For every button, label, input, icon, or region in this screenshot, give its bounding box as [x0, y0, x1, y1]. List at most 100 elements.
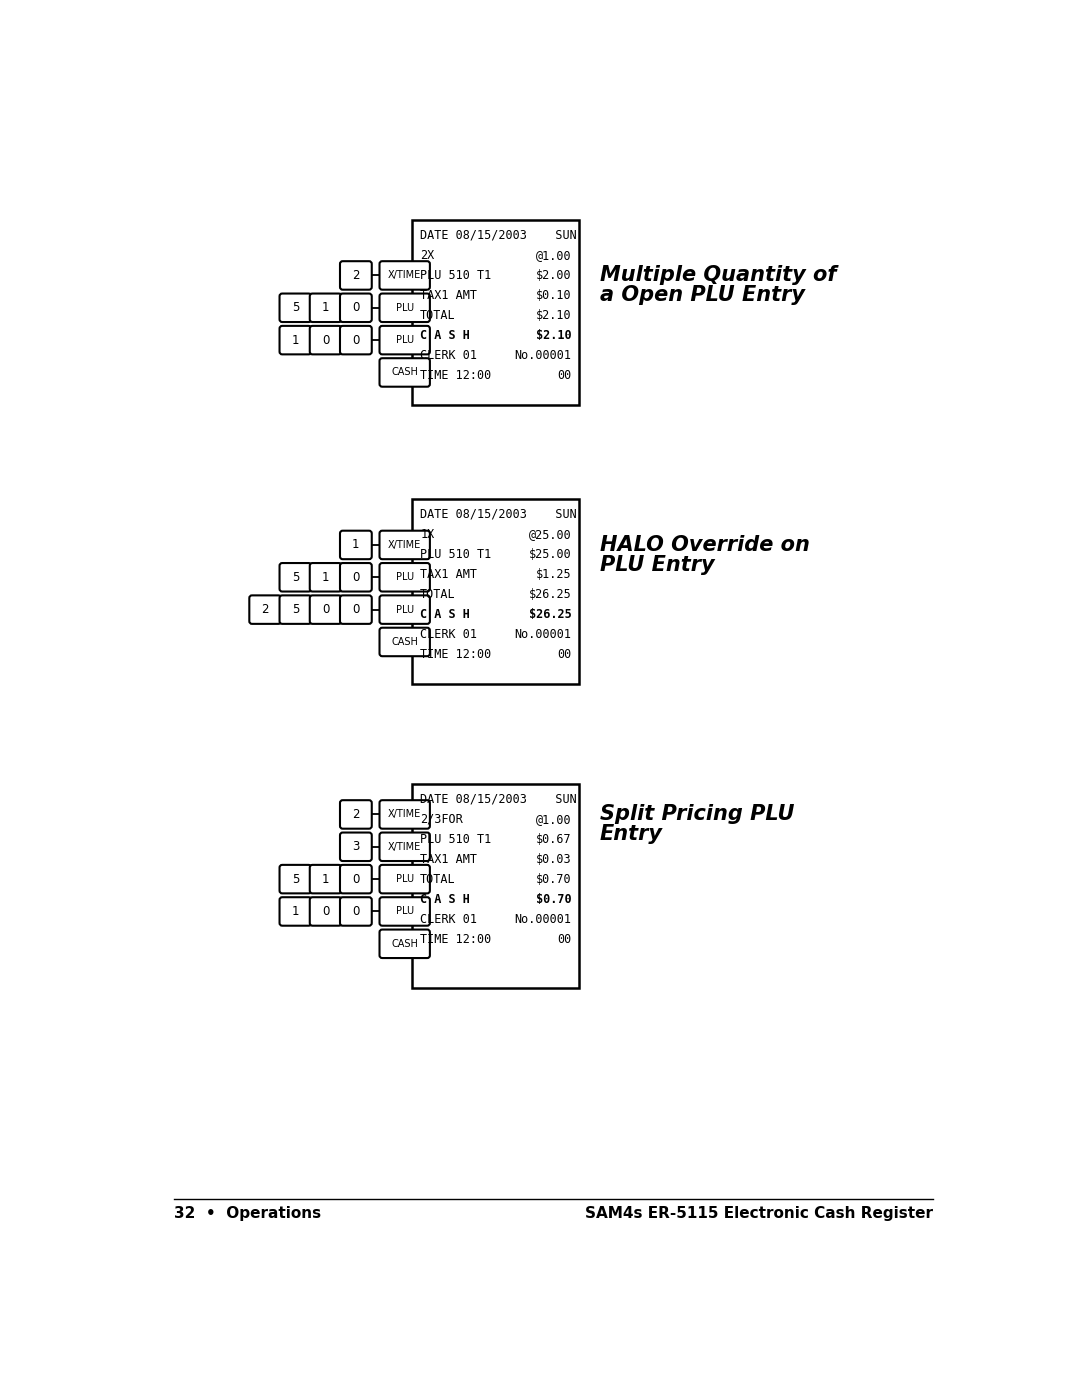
- Text: TAX1 AMT: TAX1 AMT: [420, 567, 477, 581]
- FancyBboxPatch shape: [340, 595, 372, 624]
- FancyBboxPatch shape: [310, 326, 341, 355]
- Text: @25.00: @25.00: [528, 528, 571, 541]
- Text: a Open PLU Entry: a Open PLU Entry: [600, 285, 805, 306]
- Text: 0: 0: [352, 604, 360, 616]
- FancyBboxPatch shape: [310, 865, 341, 893]
- Text: $0.70: $0.70: [536, 873, 571, 886]
- Text: 0: 0: [352, 873, 360, 886]
- FancyBboxPatch shape: [379, 929, 430, 958]
- Text: TIME 12:00: TIME 12:00: [420, 933, 491, 946]
- Text: PLU: PLU: [395, 875, 414, 884]
- Text: @1.00: @1.00: [536, 813, 571, 826]
- Text: 2: 2: [352, 270, 360, 282]
- Text: PLU: PLU: [395, 907, 414, 916]
- Text: X/TIME: X/TIME: [388, 809, 421, 820]
- Text: 00: 00: [557, 648, 571, 661]
- Text: CLERK 01: CLERK 01: [420, 912, 477, 926]
- Text: 5: 5: [292, 604, 299, 616]
- Text: $0.10: $0.10: [536, 289, 571, 302]
- FancyBboxPatch shape: [310, 897, 341, 926]
- Text: 0: 0: [322, 905, 329, 918]
- Text: X/TIME: X/TIME: [388, 271, 421, 281]
- FancyBboxPatch shape: [379, 627, 430, 657]
- Text: Multiple Quantity of: Multiple Quantity of: [600, 265, 837, 285]
- Text: PLU: PLU: [395, 303, 414, 313]
- FancyBboxPatch shape: [280, 326, 311, 355]
- Text: 5: 5: [292, 302, 299, 314]
- Text: 2: 2: [261, 604, 269, 616]
- Text: 32  •  Operations: 32 • Operations: [174, 1206, 321, 1221]
- Text: 0: 0: [352, 571, 360, 584]
- Text: HALO Override on: HALO Override on: [600, 535, 810, 555]
- Bar: [413, 219, 579, 405]
- Text: $2.10: $2.10: [536, 330, 571, 342]
- FancyBboxPatch shape: [379, 800, 430, 828]
- Text: TOTAL: TOTAL: [420, 873, 456, 886]
- Text: C A S H: C A S H: [420, 608, 470, 620]
- FancyBboxPatch shape: [340, 531, 372, 559]
- Text: No.00001: No.00001: [514, 349, 571, 362]
- Text: X/TIME: X/TIME: [388, 539, 421, 550]
- FancyBboxPatch shape: [280, 563, 311, 591]
- FancyBboxPatch shape: [340, 800, 372, 828]
- FancyBboxPatch shape: [379, 293, 430, 323]
- Text: 2/3FOR: 2/3FOR: [420, 813, 463, 826]
- Text: No.00001: No.00001: [514, 912, 571, 926]
- FancyBboxPatch shape: [379, 897, 430, 926]
- Text: 1: 1: [322, 571, 329, 584]
- Text: TAX1 AMT: TAX1 AMT: [420, 852, 477, 866]
- FancyBboxPatch shape: [310, 563, 341, 591]
- Text: @1.00: @1.00: [536, 249, 571, 261]
- Text: 1: 1: [292, 334, 299, 346]
- Text: $26.25: $26.25: [528, 608, 571, 620]
- Text: DATE 08/15/2003    SUN: DATE 08/15/2003 SUN: [420, 792, 577, 806]
- Text: 5: 5: [292, 873, 299, 886]
- Text: Split Pricing PLU: Split Pricing PLU: [600, 805, 795, 824]
- FancyBboxPatch shape: [249, 595, 281, 624]
- Text: 5: 5: [292, 571, 299, 584]
- FancyBboxPatch shape: [310, 293, 341, 323]
- Text: 00: 00: [557, 369, 571, 381]
- Text: 0: 0: [352, 302, 360, 314]
- Text: SAM4s ER-5115 Electronic Cash Register: SAM4s ER-5115 Electronic Cash Register: [585, 1206, 933, 1221]
- Text: $0.67: $0.67: [536, 833, 571, 845]
- Text: CASH: CASH: [391, 367, 418, 377]
- Text: $2.10: $2.10: [536, 309, 571, 321]
- FancyBboxPatch shape: [379, 326, 430, 355]
- FancyBboxPatch shape: [280, 865, 311, 893]
- Text: $26.25: $26.25: [528, 588, 571, 601]
- Text: TAX1 AMT: TAX1 AMT: [420, 289, 477, 302]
- Bar: [413, 784, 579, 988]
- FancyBboxPatch shape: [379, 865, 430, 893]
- FancyBboxPatch shape: [379, 261, 430, 289]
- Text: PLU 510 T1: PLU 510 T1: [420, 833, 491, 845]
- FancyBboxPatch shape: [280, 897, 311, 926]
- Text: CASH: CASH: [391, 637, 418, 647]
- Text: 2: 2: [352, 807, 360, 821]
- FancyBboxPatch shape: [379, 531, 430, 559]
- Text: 2X: 2X: [420, 249, 434, 261]
- Text: PLU: PLU: [395, 605, 414, 615]
- Text: $0.03: $0.03: [536, 852, 571, 866]
- Text: C A S H: C A S H: [420, 330, 470, 342]
- Text: 00: 00: [557, 933, 571, 946]
- Text: TIME 12:00: TIME 12:00: [420, 648, 491, 661]
- FancyBboxPatch shape: [280, 595, 311, 624]
- Text: 1: 1: [352, 538, 360, 552]
- FancyBboxPatch shape: [280, 293, 311, 323]
- Text: CASH: CASH: [391, 939, 418, 949]
- FancyBboxPatch shape: [340, 833, 372, 861]
- Text: TIME 12:00: TIME 12:00: [420, 369, 491, 381]
- Text: PLU Entry: PLU Entry: [600, 555, 715, 576]
- Text: 0: 0: [322, 334, 329, 346]
- Text: 1: 1: [292, 905, 299, 918]
- Text: $1.25: $1.25: [536, 567, 571, 581]
- Text: 1: 1: [322, 302, 329, 314]
- Text: CLERK 01: CLERK 01: [420, 349, 477, 362]
- Text: $2.00: $2.00: [536, 270, 571, 282]
- Text: TOTAL: TOTAL: [420, 588, 456, 601]
- FancyBboxPatch shape: [340, 897, 372, 926]
- Text: 1X: 1X: [420, 528, 434, 541]
- Text: PLU: PLU: [395, 573, 414, 583]
- FancyBboxPatch shape: [379, 358, 430, 387]
